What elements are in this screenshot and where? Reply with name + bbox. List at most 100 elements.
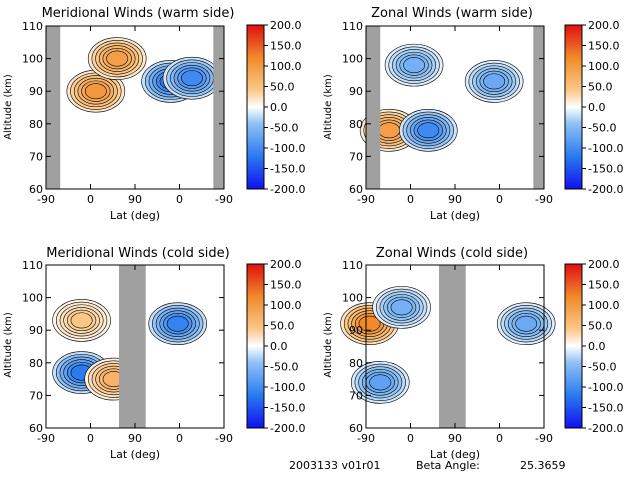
y-axis-label: Altitude (km) (323, 74, 334, 140)
no-data-band (118, 265, 146, 428)
colorbar-tick-label: -50.0 (270, 122, 298, 135)
contour-level (180, 70, 203, 87)
x-tick-label: 0 (87, 193, 94, 206)
y-axis-label: Altitude (km) (3, 312, 14, 378)
colorbar-tick-label: 200.0 (270, 19, 302, 32)
colorbar-warm-left: 200.0 150.0 100.0 50.0 0.0 -50.0 -100.0 -150.0 -… (246, 19, 305, 196)
panel-meridional-cold: Meridional Winds (cold side) Altitude (k… (3, 246, 233, 461)
colorbar-tick-label: -100.0 (270, 142, 305, 155)
y-tick-label: 90 (349, 324, 363, 337)
panel-zonal-warm: Zonal Winds (warm side) Altitude (km) La… (323, 6, 553, 222)
beta-angle-label: Beta Angle: (416, 459, 480, 472)
y-tick-label: 70 (29, 150, 43, 163)
y-tick-label: 60 (29, 183, 43, 196)
x-tick-label: 90 (128, 432, 142, 445)
y-axis-label: Altitude (km) (3, 74, 14, 140)
x-tick-label: 0 (176, 432, 183, 445)
colorbar-tick-label: -150.0 (588, 402, 623, 415)
colorbar-tick-label: 200.0 (588, 258, 620, 271)
panel-title: Zonal Winds (cold side) (376, 246, 528, 261)
x-axis-label: Lat (deg) (110, 448, 160, 461)
y-tick-label: 80 (29, 357, 43, 370)
y-tick-label: 90 (29, 324, 43, 337)
colorbar-tick-label: -50.0 (588, 361, 616, 374)
panel-meridional-warm: Meridional Winds (warm side) Altitude (k… (3, 6, 234, 222)
y-tick-label: 80 (349, 357, 363, 370)
contour-level (403, 57, 426, 74)
colorbar-tick-label: -200.0 (270, 422, 305, 435)
colorbar-tick-label: -100.0 (270, 381, 305, 394)
x-tick-label: -90 (357, 193, 375, 206)
x-axis-label: Lat (deg) (110, 209, 160, 222)
colorbar-tick-label: -50.0 (588, 122, 616, 135)
colorbar-tick-label: 100.0 (270, 60, 302, 73)
colorbar-tick-label: -200.0 (588, 422, 623, 435)
y-tick-label: 70 (349, 389, 363, 402)
colorbar-tick-label: 50.0 (588, 320, 613, 333)
y-tick-label: 100 (342, 53, 363, 66)
panel-title: Meridional Winds (warm side) (42, 6, 235, 21)
panel-title: Meridional Winds (cold side) (46, 246, 229, 261)
y-tick-label: 110 (342, 259, 363, 272)
beta-angle-value: 25.3659 (520, 459, 566, 472)
y-tick-label: 80 (29, 118, 43, 131)
no-data-band (213, 26, 224, 189)
colorbar-gradient (246, 24, 265, 190)
colorbar-tick-label: -100.0 (588, 381, 623, 394)
x-tick-label: -90 (215, 193, 233, 206)
colorbar-tick-label: -100.0 (588, 142, 623, 155)
colorbar-tick-label: -200.0 (270, 183, 305, 196)
colorbar-tick-label: -50.0 (270, 361, 298, 374)
no-data-band (438, 265, 466, 428)
colorbar-tick-label: -200.0 (588, 183, 623, 196)
y-tick-label: 60 (29, 422, 43, 435)
contour-level (84, 83, 107, 100)
footer: 2003133 v01r01 Beta Angle: 25.3659 (289, 459, 566, 472)
y-tick-label: 110 (22, 259, 43, 272)
colorbar-tick-label: 50.0 (270, 81, 295, 94)
y-tick-label: 110 (342, 20, 363, 33)
x-tick-label: -90 (37, 432, 55, 445)
contour-level (515, 315, 538, 332)
colorbar-tick-label: 200.0 (588, 19, 620, 32)
colorbar-gradient (246, 263, 265, 429)
x-tick-label: 0 (496, 432, 503, 445)
x-tick-label: -90 (357, 432, 375, 445)
colorbar-tick-label: 200.0 (270, 258, 302, 271)
colorbar-tick-label: 0.0 (270, 101, 288, 114)
no-data-band (46, 26, 61, 189)
x-tick-label: -90 (535, 193, 553, 206)
colorbar-cold-right: 200.0 150.0 100.0 50.0 0.0 -50.0 -100.0 -150.0 -… (564, 258, 623, 435)
x-tick-label: 0 (496, 193, 503, 206)
x-tick-label: -90 (535, 432, 553, 445)
contour-level (106, 50, 129, 67)
y-tick-label: 70 (349, 150, 363, 163)
y-tick-label: 110 (22, 20, 43, 33)
contour-level (70, 312, 93, 329)
x-tick-label: 90 (448, 193, 462, 206)
contour-level (378, 122, 401, 139)
panel-title: Zonal Winds (warm side) (371, 6, 533, 21)
heatmap-plot: 60 70 80 90 100 110 -90 0 90 0 -90 (22, 20, 233, 206)
y-tick-label: 90 (349, 85, 363, 98)
contour-level (358, 315, 381, 332)
y-tick-label: 70 (29, 389, 43, 402)
y-tick-label: 100 (22, 292, 43, 305)
x-tick-label: 90 (128, 193, 142, 206)
colorbar-gradient (564, 24, 583, 190)
contour-level (417, 122, 440, 139)
contour-level (166, 315, 189, 332)
contour-level (483, 73, 506, 90)
x-tick-label: 90 (448, 432, 462, 445)
plot-background (366, 26, 544, 189)
colorbar-tick-label: 0.0 (588, 340, 606, 353)
y-tick-label: 80 (349, 118, 363, 131)
x-tick-label: 0 (407, 193, 414, 206)
heatmap-plot: 60 70 80 90 100 110 -90 0 90 0 -90 (340, 259, 556, 445)
colorbar-tick-label: -150.0 (588, 163, 623, 176)
x-tick-label: 0 (87, 432, 94, 445)
y-tick-label: 100 (22, 53, 43, 66)
colorbar-tick-label: 150.0 (270, 279, 302, 292)
colorbar-tick-label: 50.0 (270, 320, 295, 333)
